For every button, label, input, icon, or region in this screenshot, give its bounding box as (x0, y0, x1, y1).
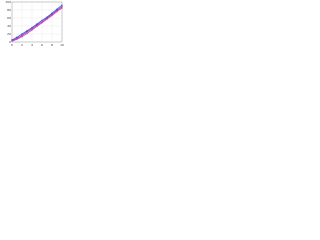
point (31, 26, 33, 29)
point (51, 13, 53, 16)
x-tick-label: 4 (31, 43, 33, 47)
y-tick-label: 0 (9, 40, 11, 44)
point (21, 33, 23, 35)
x-tick-label: 6 (41, 43, 43, 47)
y-tick-label: 60 (7, 16, 11, 20)
point (21, 34, 23, 37)
point (36, 24, 38, 26)
point (46, 17, 48, 19)
point (56, 8, 58, 10)
page: {"chart_data": {"type": "line", "x": [0,… (0, 0, 64, 50)
point (41, 19, 43, 22)
y-tick-label: 80 (7, 8, 11, 12)
point (31, 28, 33, 30)
point (56, 9, 58, 12)
x-tick-label: 2 (21, 43, 23, 47)
point (61, 7, 63, 9)
y-tick-label: 40 (7, 24, 11, 28)
point (41, 22, 43, 24)
point (31, 29, 33, 31)
point (36, 23, 38, 25)
y-tick-label: 100 (5, 0, 11, 4)
point (26, 31, 28, 33)
point (56, 10, 58, 13)
point (11, 40, 13, 42)
point (26, 32, 28, 35)
x-tick-label: 10 (60, 43, 64, 47)
point (51, 14, 53, 17)
point (51, 12, 53, 14)
point (61, 6, 63, 8)
y-tick-label: 20 (7, 32, 11, 36)
point (21, 36, 23, 38)
point (16, 38, 18, 40)
x-tick-label: 8 (51, 43, 53, 47)
x-tick-label: 0 (11, 43, 13, 47)
point (36, 25, 38, 28)
point (46, 18, 48, 20)
point (26, 30, 28, 32)
point (16, 36, 18, 38)
point (61, 4, 63, 6)
